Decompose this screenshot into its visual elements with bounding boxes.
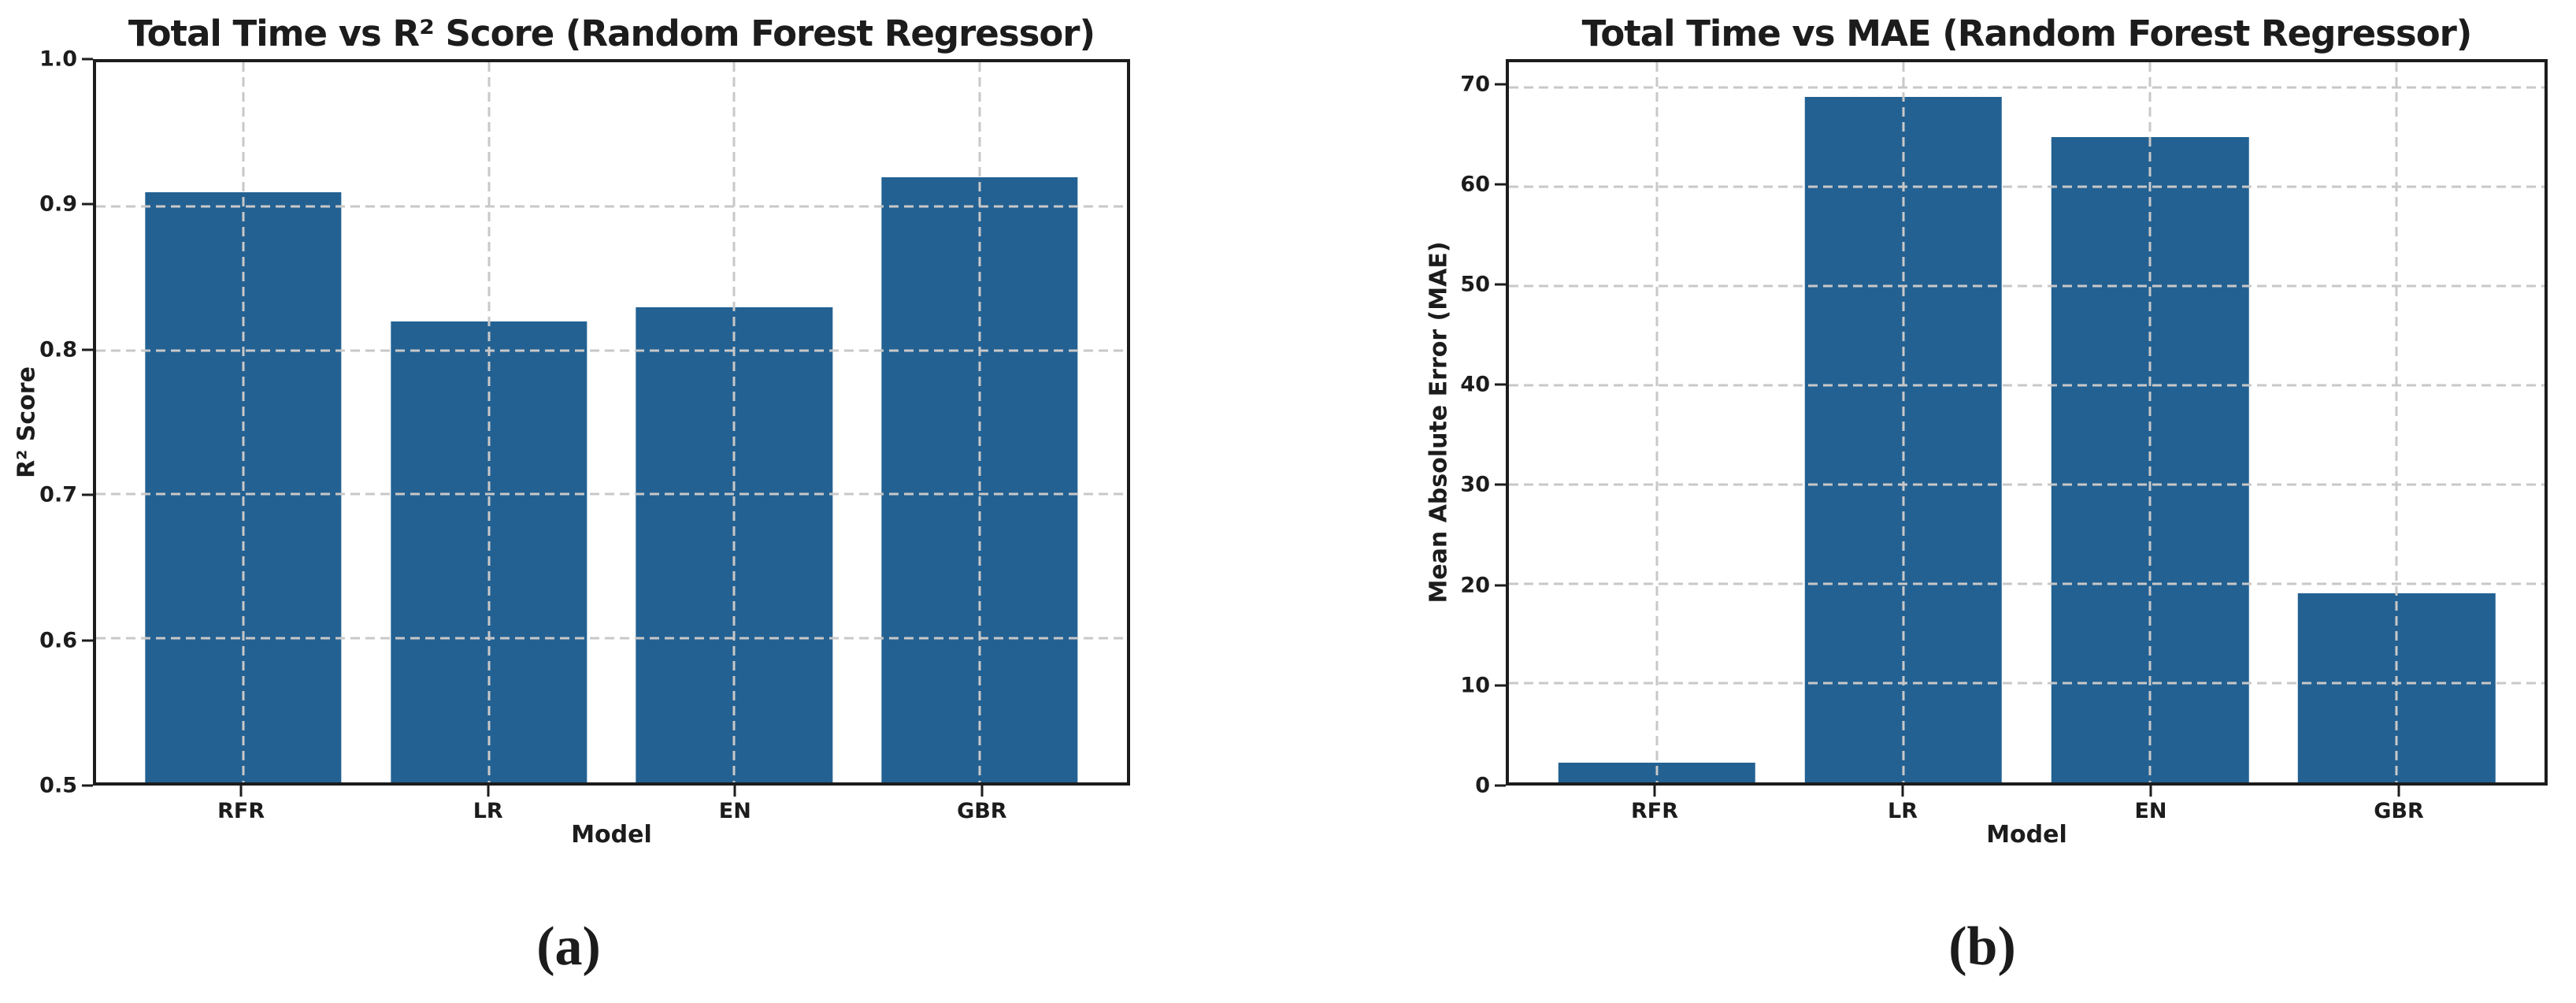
bar-LR: [390, 321, 587, 782]
x-tick-labels: RFR LR EN GBR: [1506, 799, 2548, 826]
x-tick-label: LR: [1888, 799, 1918, 823]
x-tick-marks: [93, 786, 1130, 797]
y-tick-label: 0.6: [39, 628, 77, 653]
y-tick-label: 0.9: [39, 191, 77, 217]
y-tick-mark: [82, 202, 93, 206]
y-tick-mark: [1495, 83, 1506, 86]
chart-title: Total Time vs R² Score (Random Forest Re…: [128, 13, 1095, 54]
x-tick-mark: [733, 786, 736, 797]
y-tick-labels: 0 10 20 30 40 50 60 70: [1288, 59, 1490, 797]
x-axis-label: Model: [571, 821, 652, 849]
y-tick-label: 0.5: [39, 773, 77, 798]
y-tick-mark: [82, 493, 93, 496]
x-tick-mark: [2149, 786, 2152, 797]
y-tick-mark: [1495, 483, 1506, 486]
subfigure-label-b: (b): [1948, 916, 2016, 977]
y-tick-label: 30: [1460, 472, 1490, 497]
x-tick-mark: [1653, 786, 1656, 797]
x-axis-label: Model: [1986, 821, 2067, 849]
bars-layer: [1509, 62, 2544, 782]
bar-EN: [2051, 136, 2249, 782]
x-tick-label: GBR: [2374, 799, 2424, 823]
chart-title: Total Time vs MAE (Random Forest Regress…: [1581, 13, 2473, 54]
r2-score-bar-chart: Total Time vs R² Score (Random Forest Re…: [0, 13, 1130, 849]
y-tick-mark: [1495, 283, 1506, 286]
bars-layer: [96, 62, 1127, 782]
y-tick-mark: [82, 348, 93, 351]
y-tick-mark: [1495, 684, 1506, 687]
y-tick-marks: [82, 58, 93, 787]
y-tick-mark: [1495, 784, 1506, 787]
bar-RFR: [145, 191, 342, 782]
y-tick-label: 20: [1460, 573, 1490, 598]
chart-panel-a: Total Time vs R² Score (Random Forest Re…: [0, 13, 1130, 977]
bar-GBR: [881, 177, 1078, 782]
y-tick-label: 1.0: [39, 46, 77, 72]
chart-panel-b: Total Time vs MAE (Random Forest Regress…: [1288, 0, 2576, 1003]
y-tick-mark: [82, 58, 93, 61]
x-tick-label: EN: [718, 799, 751, 823]
y-tick-mark: [82, 639, 93, 642]
x-tick-mark: [487, 786, 490, 797]
y-tick-label: 0.7: [39, 482, 77, 507]
x-tick-label: RFR: [217, 799, 265, 823]
x-tick-labels: RFR LR EN GBR: [93, 799, 1130, 826]
x-tick-marks: [1506, 786, 2548, 797]
bar-EN: [636, 306, 832, 782]
y-tick-label: 10: [1460, 673, 1490, 698]
y-tick-label: 50: [1460, 272, 1490, 297]
y-tick-label: 0: [1475, 773, 1490, 798]
y-tick-mark: [1495, 183, 1506, 186]
x-tick-label: EN: [2134, 799, 2167, 823]
y-tick-label: 0.8: [39, 337, 77, 362]
x-tick-mark: [980, 786, 984, 797]
bar-LR: [1804, 97, 2003, 782]
y-tick-labels: 0.5 0.6 0.7 0.8 0.9 1.0: [0, 47, 77, 798]
y-tick-label: 60: [1460, 172, 1490, 197]
mae-bar-chart: Total Time vs MAE (Random Forest Regress…: [1288, 0, 2576, 1003]
x-tick-mark: [2397, 786, 2400, 797]
x-tick-label: GBR: [957, 799, 1007, 823]
x-tick-mark: [239, 786, 243, 797]
y-tick-mark: [1495, 584, 1506, 587]
y-tick-label: 70: [1460, 72, 1490, 97]
x-tick-label: RFR: [1630, 799, 1679, 823]
x-tick-label: LR: [473, 799, 503, 823]
plot-area: [1506, 59, 2548, 786]
subfigure-label-a: (a): [536, 916, 601, 977]
y-tick-marks: [1495, 59, 1506, 787]
y-tick-label: 40: [1460, 372, 1490, 397]
y-tick-mark: [82, 784, 93, 787]
y-tick-mark: [1495, 383, 1506, 386]
bar-GBR: [2297, 593, 2496, 782]
plot-area: [93, 59, 1130, 786]
x-tick-mark: [1901, 786, 1904, 797]
bar-RFR: [1558, 762, 1756, 782]
